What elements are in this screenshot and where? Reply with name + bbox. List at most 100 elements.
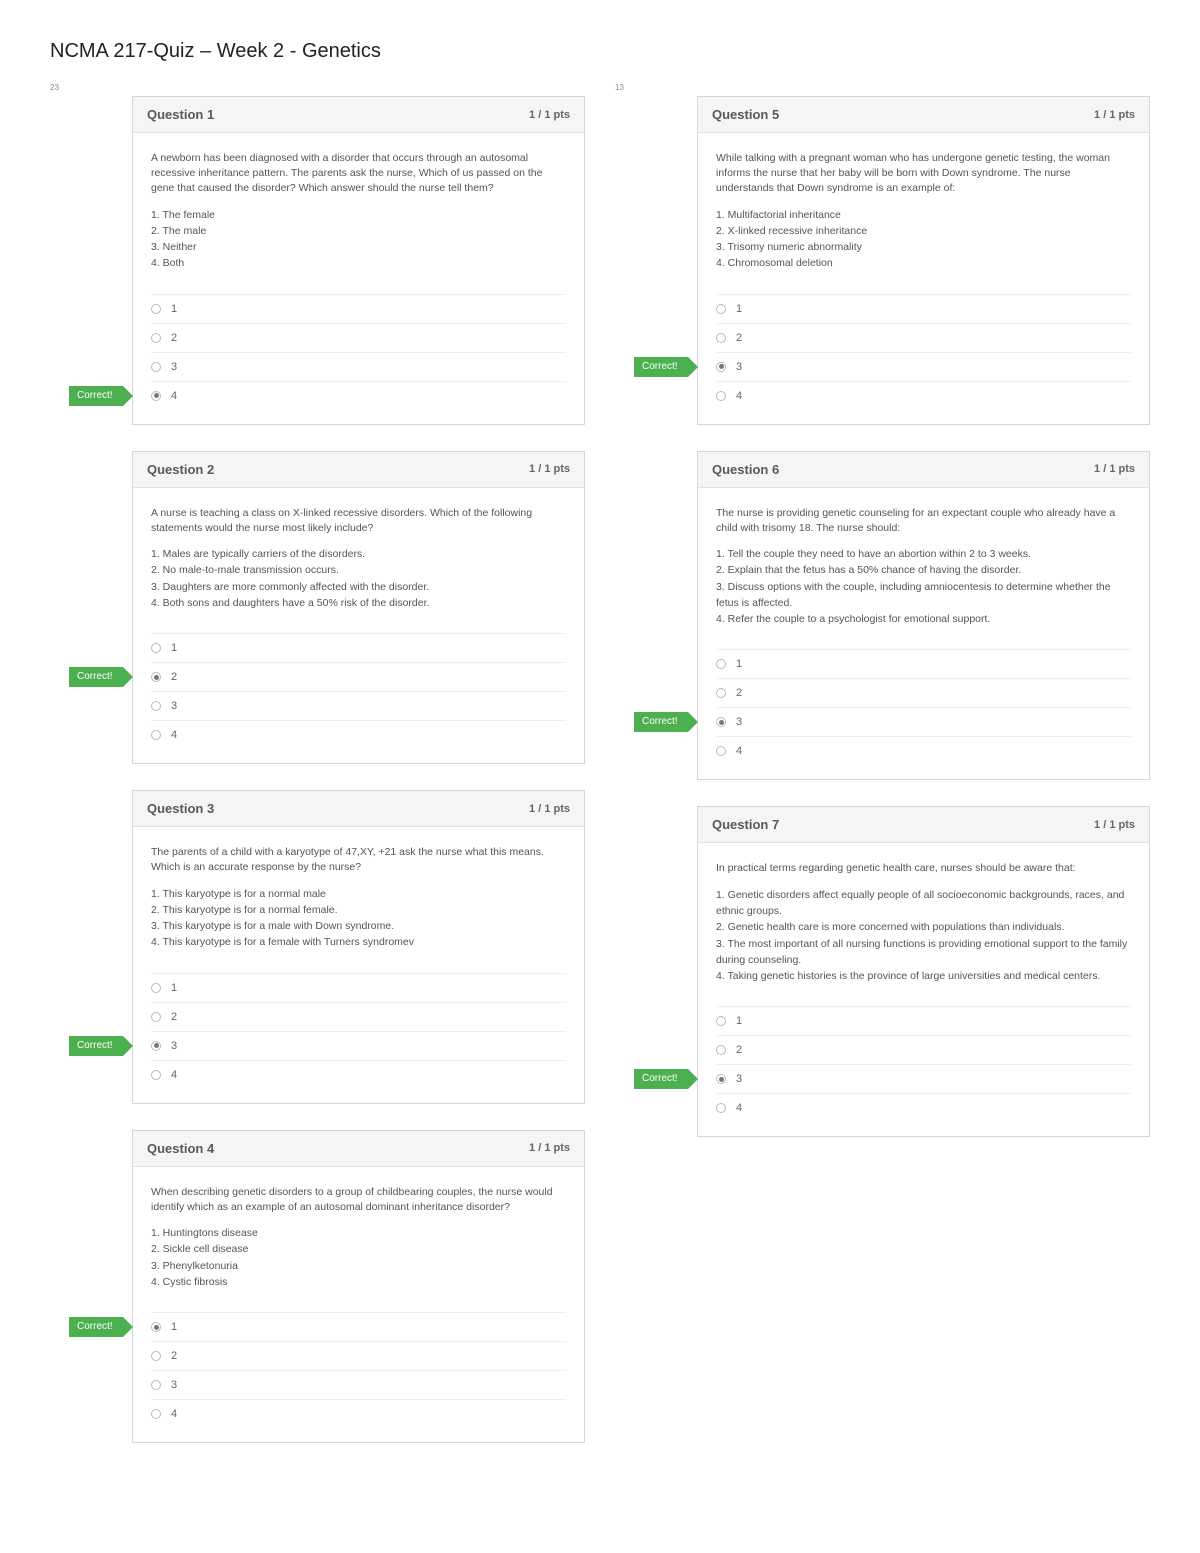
radio-icon[interactable] (716, 659, 726, 669)
question-title: Question 2 (147, 462, 214, 477)
answer-row[interactable]: 4 (151, 1060, 566, 1089)
question-title: Question 5 (712, 107, 779, 122)
answer-row[interactable]: 3Correct! (716, 352, 1131, 381)
option-line: 2. Genetic health care is more concerned… (716, 919, 1131, 935)
question-options: 1. Huntingtons disease2. Sickle cell dis… (151, 1225, 566, 1290)
option-line: 3. Phenylketonuria (151, 1258, 566, 1274)
answer-row[interactable]: 3 (151, 1370, 566, 1399)
question-title: Question 1 (147, 107, 214, 122)
answer-list: 1 2 34Correct! (133, 294, 584, 424)
correct-flag: Correct! (69, 386, 123, 406)
question-points: 1 / 1 pts (1094, 463, 1135, 475)
answer-row[interactable]: 4 (716, 1093, 1131, 1122)
answer-row[interactable]: 1 (151, 294, 566, 323)
option-line: 1. Huntingtons disease (151, 1225, 566, 1241)
answer-row[interactable]: 4 (151, 720, 566, 749)
option-line: 1. This karyotype is for a normal male (151, 886, 566, 902)
radio-icon[interactable] (716, 746, 726, 756)
radio-icon[interactable] (716, 1074, 726, 1084)
option-line: 1. Genetic disorders affect equally peop… (716, 887, 1131, 920)
answer-label: 1 (171, 982, 177, 994)
question-points: 1 / 1 pts (529, 109, 570, 121)
answer-label: 4 (171, 390, 177, 402)
option-line: 4. Refer the couple to a psychologist fo… (716, 611, 1131, 627)
radio-icon[interactable] (151, 1322, 161, 1332)
answer-label: 2 (171, 671, 177, 683)
option-line: 4. Taking genetic histories is the provi… (716, 968, 1131, 984)
radio-icon[interactable] (151, 391, 161, 401)
answer-row[interactable]: 4 (716, 381, 1131, 410)
question-points: 1 / 1 pts (1094, 109, 1135, 121)
radio-icon[interactable] (151, 1070, 161, 1080)
radio-icon[interactable] (151, 701, 161, 711)
answer-row[interactable]: 2 (151, 323, 566, 352)
answer-row[interactable]: 3 (151, 691, 566, 720)
answer-row[interactable]: 3Correct! (151, 1031, 566, 1060)
answer-row[interactable]: 1Correct! (151, 1312, 566, 1341)
correct-flag: Correct! (69, 1317, 123, 1337)
radio-icon[interactable] (151, 730, 161, 740)
answer-row[interactable]: 3 (151, 352, 566, 381)
answer-list: 123Correct!4 (698, 294, 1149, 424)
radio-icon[interactable] (716, 1045, 726, 1055)
question-options: 1. This karyotype is for a normal male2.… (151, 886, 566, 951)
answer-row[interactable]: 1 (716, 649, 1131, 678)
option-line: 4. Both sons and daughters have a 50% ri… (151, 595, 566, 611)
radio-icon[interactable] (151, 1012, 161, 1022)
radio-icon[interactable] (716, 717, 726, 727)
radio-icon[interactable] (716, 304, 726, 314)
answer-row[interactable]: 1 (151, 633, 566, 662)
answer-label: 3 (171, 1040, 177, 1052)
radio-icon[interactable] (151, 1380, 161, 1390)
question-header: Question 5 1 / 1 pts (698, 97, 1149, 133)
radio-icon[interactable] (151, 1041, 161, 1051)
right-column: 13 Question 5 1 / 1 pts While talking with… (615, 83, 1150, 1163)
correct-flag: Correct! (634, 357, 688, 377)
radio-icon[interactable] (151, 304, 161, 314)
answer-row[interactable]: 2 (716, 1035, 1131, 1064)
radio-icon[interactable] (151, 983, 161, 993)
option-line: 2. Explain that the fetus has a 50% chan… (716, 562, 1131, 578)
question-options: 1. Multifactorial inheritance2. X-linked… (716, 207, 1131, 272)
answer-row[interactable]: 3Correct! (716, 1064, 1131, 1093)
radio-icon[interactable] (151, 333, 161, 343)
answer-row[interactable]: 1 (716, 294, 1131, 323)
answer-row[interactable]: 2 (151, 1002, 566, 1031)
radio-icon[interactable] (151, 672, 161, 682)
question-body: While talking with a pregnant woman who … (698, 133, 1149, 294)
question-header: Question 21 / 1 pts (133, 452, 584, 488)
answer-row[interactable]: 1 (151, 973, 566, 1002)
answer-row[interactable]: 2Correct! (151, 662, 566, 691)
answer-row[interactable]: 2 (716, 678, 1131, 707)
columns-wrap: 23 Question 11 / 1 ptsA newborn has been… (50, 83, 1150, 1469)
answer-list: 12Correct!34 (133, 633, 584, 763)
answer-label: 2 (171, 332, 177, 344)
radio-icon[interactable] (716, 1103, 726, 1113)
question-body: A newborn has been diagnosed with a diso… (133, 133, 584, 294)
radio-icon[interactable] (716, 362, 726, 372)
answer-label: 4 (736, 1102, 742, 1114)
answer-label: 2 (171, 1350, 177, 1362)
radio-icon[interactable] (716, 333, 726, 343)
question-options: 1. Genetic disorders affect equally peop… (716, 887, 1131, 985)
answer-row[interactable]: 2 (151, 1341, 566, 1370)
answer-row[interactable]: 1 (716, 1006, 1131, 1035)
question-body: The nurse is providing genetic counselin… (698, 488, 1149, 650)
radio-icon[interactable] (151, 1409, 161, 1419)
radio-icon[interactable] (716, 688, 726, 698)
answer-row[interactable]: 4Correct! (151, 381, 566, 410)
option-line: 3. The most important of all nursing fun… (716, 936, 1131, 969)
question-points: 1 / 1 pts (529, 803, 570, 815)
radio-icon[interactable] (716, 391, 726, 401)
radio-icon[interactable] (151, 1351, 161, 1361)
question-card: Question 21 / 1 ptsA nurse is teaching a… (132, 451, 585, 765)
answer-row[interactable]: 2 (716, 323, 1131, 352)
right-pagenum: 13 (615, 83, 1150, 92)
answer-row[interactable]: 4 (151, 1399, 566, 1428)
radio-icon[interactable] (716, 1016, 726, 1026)
left-pagenum: 23 (50, 83, 585, 92)
answer-row[interactable]: 4 (716, 736, 1131, 765)
radio-icon[interactable] (151, 362, 161, 372)
answer-row[interactable]: 3Correct! (716, 707, 1131, 736)
radio-icon[interactable] (151, 643, 161, 653)
